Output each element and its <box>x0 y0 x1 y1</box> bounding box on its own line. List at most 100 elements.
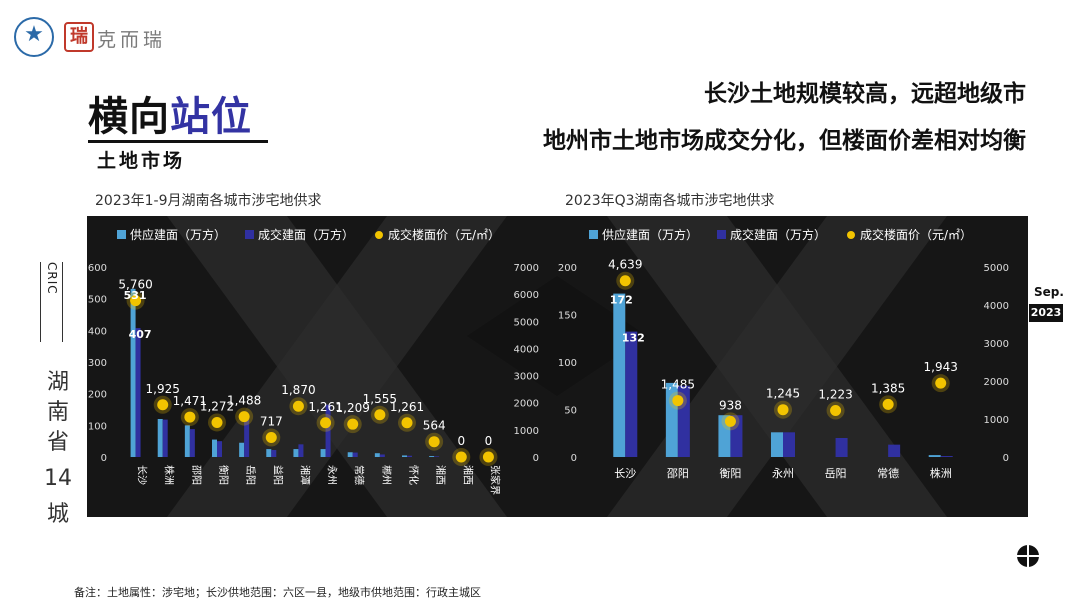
brand-name: 克而瑞 <box>97 29 167 51</box>
category-label: 长沙 <box>136 465 148 485</box>
bar-deal <box>783 432 795 457</box>
category-label: 衡阳 <box>217 465 229 485</box>
footnote: 备注：土地属性：涉宅地；长沙供地范围：六区一县，地级市供地范围：行政主城区 <box>74 586 481 599</box>
bar-deal <box>940 456 953 457</box>
price-marker <box>724 415 736 427</box>
legend-chart-1: 供应建面（万方） 成交建面（万方） 成交楼面价（元/㎡） <box>117 227 500 242</box>
compass-icon <box>1017 545 1039 567</box>
right-axis-tick-label: 1000 <box>514 426 539 437</box>
price-marker <box>401 417 413 429</box>
section-title: 横向站位 <box>88 84 252 142</box>
bar-supply <box>320 449 326 457</box>
price-data-label: 1,943 <box>924 360 958 374</box>
category-label: 株洲 <box>163 465 176 485</box>
legend-swatch-supply <box>589 230 598 239</box>
legend-label-deal: 成交建面（万方） <box>258 227 354 242</box>
bar-supply <box>184 425 190 457</box>
bar-deal <box>162 419 168 457</box>
category-label: 湘西 <box>461 465 474 485</box>
price-data-label: 938 <box>719 398 742 412</box>
left-axis-tick-label: 100 <box>88 421 107 432</box>
category-label: 岳阳 <box>825 467 847 480</box>
star-icon: ★ <box>24 22 44 47</box>
price-data-label: 1,223 <box>818 388 852 402</box>
category-label: 常德 <box>877 466 899 480</box>
section-title-underline <box>88 140 268 143</box>
category-label: 湘西 <box>434 465 447 485</box>
legend-swatch-deal <box>717 230 726 239</box>
bar-supply <box>212 439 217 457</box>
supply-data-label: 531 <box>124 289 147 302</box>
left-axis-tick-label: 150 <box>558 311 577 322</box>
legend-swatch-supply <box>117 230 126 239</box>
category-label: 株洲 <box>930 466 952 480</box>
price-data-label: 1,385 <box>871 381 905 395</box>
price-marker <box>935 377 947 389</box>
vertical-char: 湖 <box>46 370 69 395</box>
price-marker <box>455 451 467 463</box>
price-marker <box>830 405 842 417</box>
category-label: 张家界 <box>488 465 501 495</box>
left-axis-tick-label: 400 <box>88 326 107 337</box>
right-axis-tick-label: 0 <box>533 453 539 464</box>
legend-chart-2: 供应建面（万方） 成交建面（万方） 成交楼面价（元/㎡） <box>589 227 972 242</box>
bar-supply <box>239 442 245 457</box>
price-marker <box>347 418 359 430</box>
price-marker <box>292 400 304 412</box>
background-pattern <box>167 216 947 517</box>
right-axis-tick-label: 3000 <box>984 339 1009 350</box>
category-label: 长沙 <box>614 467 636 480</box>
category-label: 怀化 <box>407 465 420 485</box>
bar-deal <box>271 450 277 457</box>
left-axis-tick-label: 0 <box>571 453 577 464</box>
bar-deal <box>325 404 331 457</box>
legend-label-price: 成交楼面价（元/㎡） <box>860 227 972 242</box>
category-label: 邵阳 <box>667 467 689 480</box>
price-data-label: 1,245 <box>766 387 800 401</box>
price-data-label: 1,870 <box>281 383 315 397</box>
left-axis-tick-label: 300 <box>88 358 107 369</box>
right-axis-tick-label: 2000 <box>514 399 539 410</box>
plot-chart-1: 0100200300400500600010002000300040005000… <box>88 263 539 495</box>
bar-deal <box>434 456 440 457</box>
right-axis-tick-label: 5000 <box>984 263 1009 274</box>
price-marker <box>320 417 332 429</box>
price-marker <box>882 398 894 410</box>
bar-deal <box>379 454 385 457</box>
left-axis-tick-label: 600 <box>88 263 107 274</box>
bar-supply <box>157 419 163 457</box>
price-data-label: 1,261 <box>308 400 342 414</box>
right-axis-tick-label: 4000 <box>514 344 539 355</box>
category-label: 岳阳 <box>244 465 256 485</box>
bar-supply <box>293 449 299 457</box>
bar-deal <box>244 419 250 457</box>
supply-data-label: 172 <box>610 294 633 307</box>
cric-divider <box>40 262 41 342</box>
bar-supply <box>928 455 941 457</box>
price-data-label: 1,209 <box>336 401 370 415</box>
legend-marker-price <box>847 231 855 239</box>
right-axis-tick-label: 2000 <box>984 377 1009 388</box>
price-marker <box>374 409 386 421</box>
price-marker <box>619 275 631 287</box>
vertical-char: 省 <box>46 430 69 455</box>
category-label: 永州 <box>326 465 339 485</box>
price-marker <box>238 411 250 423</box>
price-data-label: 5,760 <box>118 278 152 292</box>
price-data-label: 0 <box>485 434 493 448</box>
vertical-city-label: 湖 南 省 14 城 <box>44 368 72 530</box>
deal-data-label: 407 <box>129 328 152 341</box>
cric-vertical-text: CRIC <box>45 262 59 295</box>
price-data-label: 564 <box>423 419 446 433</box>
bar-deal <box>625 331 638 457</box>
left-axis-tick-label: 500 <box>88 295 107 306</box>
bar-deal <box>135 328 141 457</box>
vertical-char: 南 <box>46 400 69 425</box>
vertical-char: 14 <box>44 466 72 491</box>
left-axis-tick-label: 0 <box>101 453 107 464</box>
bar-supply <box>429 456 435 457</box>
bar-supply <box>347 452 353 457</box>
right-axis-tick-label: 4000 <box>984 301 1009 312</box>
price-data-label: 1,471 <box>173 394 207 408</box>
section-title-accent: 站位 <box>170 94 252 140</box>
